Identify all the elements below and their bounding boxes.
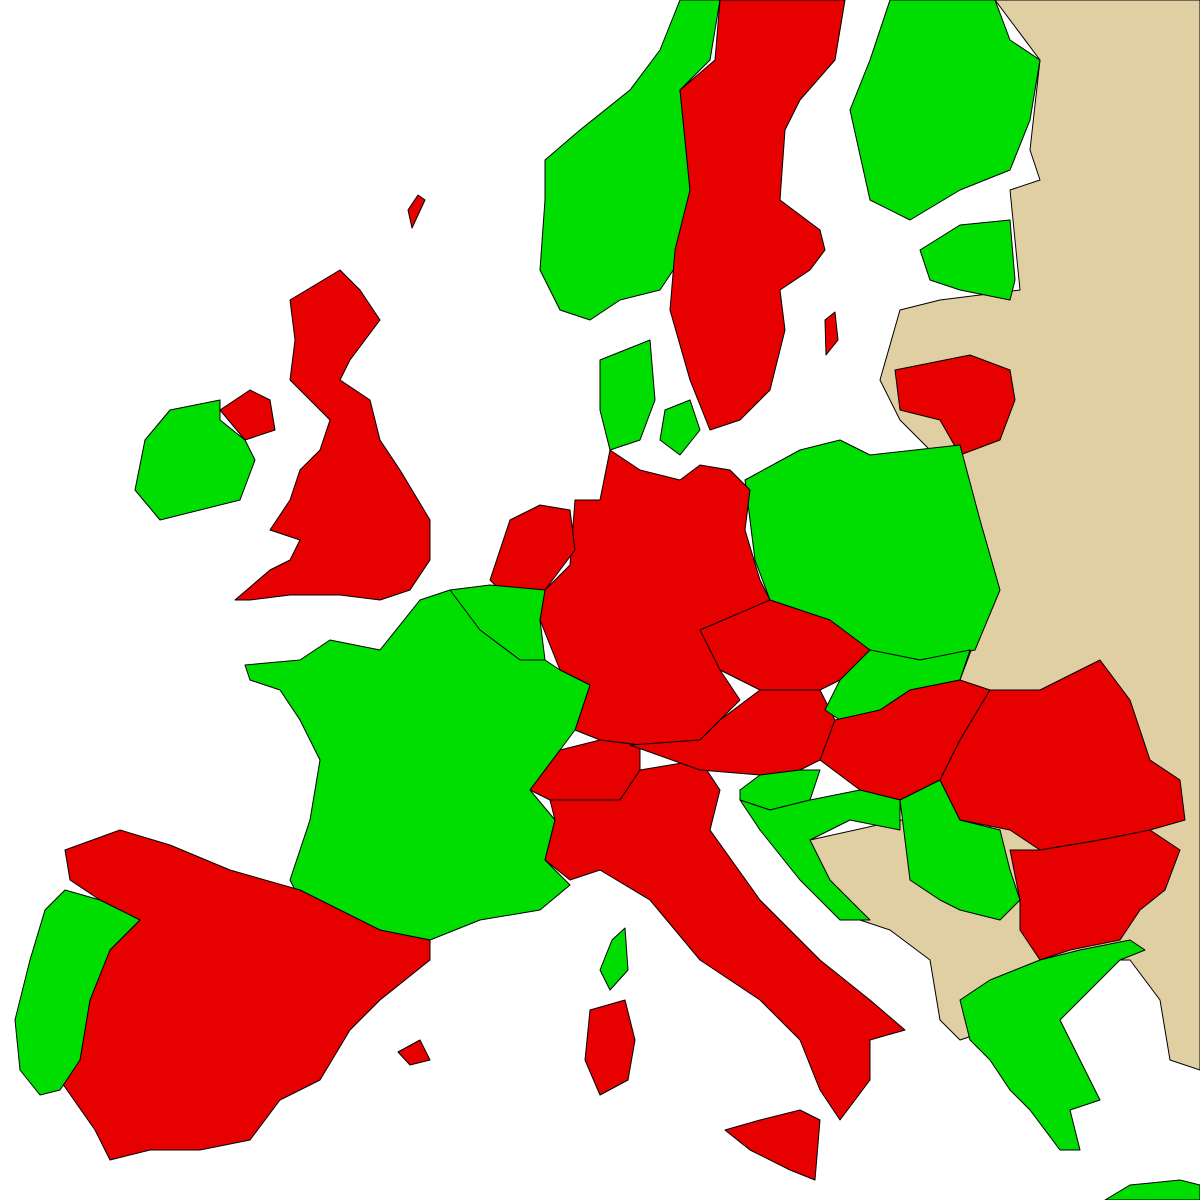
region-portugal[interactable]: [14, 889, 141, 1096]
region-gotland[interactable]: [824, 311, 839, 356]
region-bulgaria[interactable]: [1009, 829, 1181, 961]
region-great-britain[interactable]: [234, 269, 431, 601]
region-sicily[interactable]: [724, 1109, 821, 1181]
region-romania[interactable]: [939, 659, 1186, 851]
region-balearic[interactable]: [397, 1039, 431, 1066]
region-france[interactable]: [244, 589, 591, 941]
region-northern-ireland[interactable]: [219, 389, 276, 441]
region-croatia[interactable]: [739, 789, 901, 921]
region-denmark-islands[interactable]: [659, 399, 701, 456]
region-shetland[interactable]: [407, 194, 426, 229]
region-lithuania[interactable]: [894, 354, 1016, 456]
region-greece[interactable]: [959, 939, 1146, 1151]
region-italy[interactable]: [544, 759, 906, 1121]
region-denmark[interactable]: [599, 339, 656, 451]
region-corsica[interactable]: [599, 927, 629, 991]
region-finland[interactable]: [849, 0, 1041, 221]
region-sardinia[interactable]: [584, 999, 636, 1096]
region-estonia[interactable]: [919, 219, 1016, 301]
region-sweden[interactable]: [669, 0, 846, 431]
region-ireland[interactable]: [134, 399, 256, 521]
region-crete[interactable]: [1104, 1179, 1200, 1200]
region-norway[interactable]: [539, 0, 721, 321]
